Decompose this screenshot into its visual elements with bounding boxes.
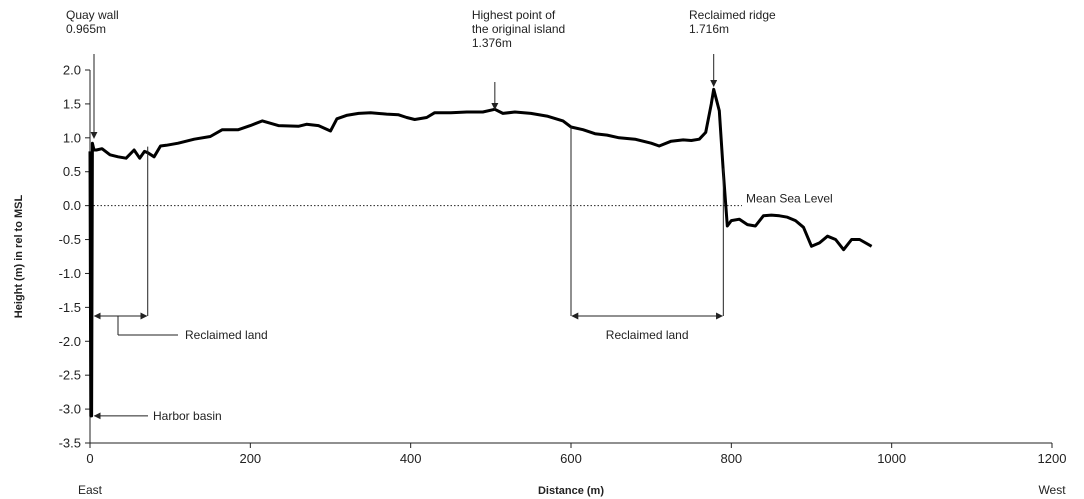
y-tick-label: -1.5 <box>59 300 81 315</box>
y-tick-group: 2.0 1.5 1.0 0.5 0.0 -0.5 -1.0 -1.5 -2.0 -2.5 -3.0 -… <box>59 63 90 451</box>
x-tick-label: 1000 <box>877 451 906 466</box>
x-tick-label: 200 <box>239 451 261 466</box>
x-axis-label: Distance (m) <box>538 485 604 497</box>
annotation-reclaimed-right-label: Reclaimed land <box>606 328 689 342</box>
direction-label-east: East <box>78 483 103 497</box>
annotation-quay-wall-label: Quay wall 0.965m <box>66 8 119 36</box>
y-tick-label: 1.5 <box>63 96 81 111</box>
direction-label-west: West <box>1038 483 1066 497</box>
annotation-reclaimed-left-label: Reclaimed land <box>185 328 268 342</box>
y-tick-label: -2.0 <box>59 334 81 349</box>
x-tick-label: 1200 <box>1038 451 1067 466</box>
x-tick-group: 0 200 400 600 800 1000 1200 <box>86 443 1066 466</box>
y-tick-label: 0.5 <box>63 164 81 179</box>
mean-sea-level-label: Mean Sea Level <box>746 192 833 206</box>
x-tick-label: 0 <box>86 451 93 466</box>
y-tick-label: -3.5 <box>59 436 81 451</box>
x-tick-label: 600 <box>560 451 582 466</box>
x-tick-label: 800 <box>720 451 742 466</box>
y-tick-label: -2.5 <box>59 368 81 383</box>
y-axis-label: Height (m) in rel to MSL <box>13 195 25 319</box>
y-tick-label: -0.5 <box>59 232 81 247</box>
y-tick-label: -1.0 <box>59 266 81 281</box>
annotation-highest-point-label: Highest point of the original island 1.376… <box>472 8 565 50</box>
y-tick-label: 1.0 <box>63 130 81 145</box>
annotation-harbor-basin-label: Harbor basin <box>153 409 222 423</box>
y-tick-label: -3.0 <box>59 402 81 417</box>
y-tick-label: 0.0 <box>63 198 81 213</box>
annotation-reclaimed-ridge-label: Reclaimed ridge 1.716m <box>689 8 776 36</box>
x-tick-label: 400 <box>400 451 422 466</box>
annotation-group: Quay wall 0.965m Highest point of the origi… <box>66 8 776 423</box>
series-line-height-profile <box>88 87 873 418</box>
y-tick-label: 2.0 <box>63 63 81 78</box>
